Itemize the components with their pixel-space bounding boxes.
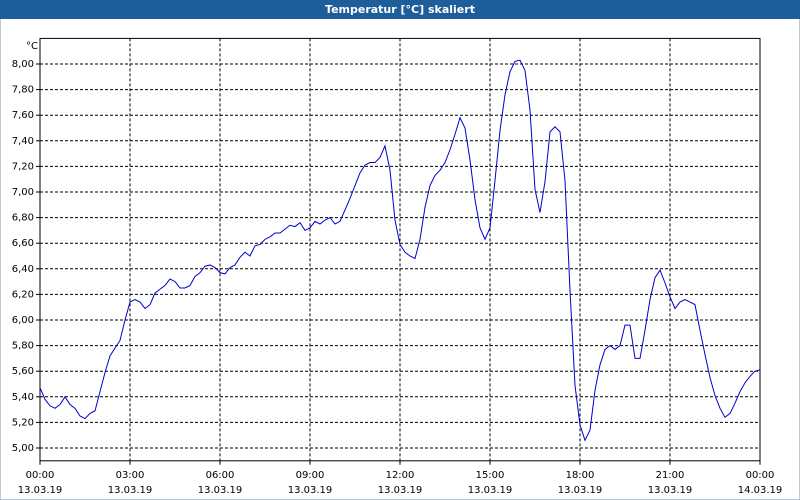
x-tick-date: 13.03.19	[468, 485, 513, 496]
x-tick-label: 03:00	[116, 470, 145, 481]
x-tick-label: 09:00	[296, 470, 325, 481]
x-tick-label: 21:00	[656, 470, 685, 481]
y-tick-label: 6,80	[12, 213, 34, 224]
x-tick-date: 13.03.19	[288, 485, 333, 496]
title-bar	[0, 0, 800, 19]
x-tick-date: 13.03.19	[558, 485, 603, 496]
y-tick-label: 7,00	[12, 187, 34, 198]
y-tick-label: 5,60	[12, 366, 34, 377]
chart-title: Temperatur [°C] skaliert	[325, 3, 475, 16]
x-tick-label: 15:00	[476, 470, 505, 481]
y-tick-label: 6,40	[12, 264, 34, 275]
x-tick-label: 12:00	[386, 470, 415, 481]
x-tick-label: 00:00	[26, 470, 55, 481]
x-tick-label: 18:00	[566, 470, 595, 481]
x-tick-date: 13.03.19	[378, 485, 423, 496]
x-tick-date: 13.03.19	[648, 485, 693, 496]
y-tick-label: 7,40	[12, 136, 34, 147]
y-tick-label: 5,40	[12, 392, 34, 403]
y-tick-label: 6,60	[12, 238, 34, 249]
plot-border	[39, 37, 761, 462]
y-tick-label: 7,60	[12, 110, 34, 121]
y-tick-label: 6,20	[12, 289, 34, 300]
x-tick-label: 00:00	[746, 470, 775, 481]
y-tick-label: 5,80	[12, 341, 34, 352]
line-series	[39, 59, 761, 442]
y-tick-label: 7,20	[12, 161, 34, 172]
y-tick-label: 6,00	[12, 315, 34, 326]
y-tick-label: 8,00	[12, 59, 34, 70]
y-tick-label: 5,20	[12, 417, 34, 428]
x-tick-date: 13.03.19	[18, 485, 63, 496]
x-tick-date: 13.03.19	[108, 485, 153, 496]
y-tick-label: 5,00	[12, 443, 34, 454]
y-tick-label: 7,80	[12, 85, 34, 96]
y-axis-label: °C	[26, 41, 38, 52]
x-tick-label: 06:00	[206, 470, 235, 481]
x-tick-date: 14.03.19	[738, 485, 783, 496]
x-tick-date: 13.03.19	[198, 485, 243, 496]
